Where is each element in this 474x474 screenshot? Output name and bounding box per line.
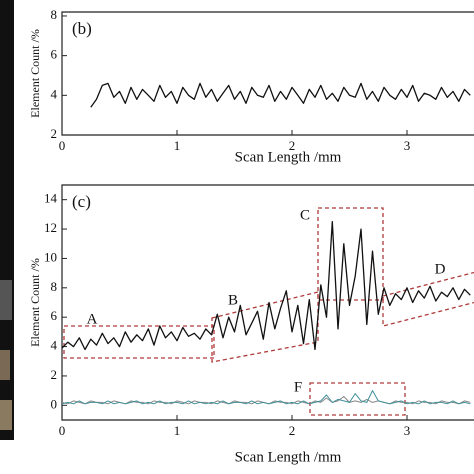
x-tick-label: 2 (289, 138, 296, 153)
panel-label: (c) (72, 192, 91, 211)
y-tick-label: 8 (51, 7, 58, 22)
y-tick-label: 2 (51, 367, 58, 382)
y-tick-label: 6 (51, 47, 58, 62)
x-tick-label: 0 (59, 138, 66, 153)
x-tick-label: 0 (59, 423, 66, 438)
x-tick-label: 2 (289, 423, 296, 438)
region-box (382, 271, 474, 327)
y-tick-label: 2 (51, 126, 58, 141)
annotation: B (228, 292, 238, 308)
x-axis-label: Scan Length /mm (235, 149, 342, 165)
series-line (90, 82, 471, 108)
y-tick-label: 8 (51, 279, 58, 294)
annotation: D (435, 261, 446, 277)
x-axis-label: Scan Length /mm (235, 449, 342, 465)
region-box (309, 382, 406, 416)
y-tick-label: 4 (51, 338, 58, 353)
annotation: C (300, 207, 310, 223)
annotation: A (87, 311, 98, 327)
y-tick-label: 14 (44, 191, 58, 206)
micrograph-strip (0, 0, 14, 440)
x-tick-label: 3 (404, 138, 411, 153)
panel-label: (b) (72, 19, 92, 38)
y-tick-label: 6 (51, 308, 58, 323)
x-tick-label: 3 (404, 423, 411, 438)
chart-b: 2 4 6 8 0 1 2 3 (b) Scan Length /mm Element Count … (28, 7, 474, 165)
axis-frame (61, 184, 474, 421)
series-line (62, 390, 471, 405)
axis-frame (61, 11, 474, 136)
series-line (62, 221, 471, 351)
lines (62, 221, 471, 405)
lines (90, 82, 471, 108)
x-tick-label: 1 (174, 423, 181, 438)
x-tick-label: 1 (174, 138, 181, 153)
y-tick-label: 10 (44, 249, 57, 264)
y-tick-label: 4 (51, 86, 58, 101)
y-tick-label: 12 (44, 220, 57, 235)
y-tick-label: 0 (51, 396, 58, 411)
annotation: F (294, 379, 302, 395)
y-axis-label: Element Count /% (28, 29, 42, 118)
y-axis-label: Element Count /% (28, 258, 42, 347)
